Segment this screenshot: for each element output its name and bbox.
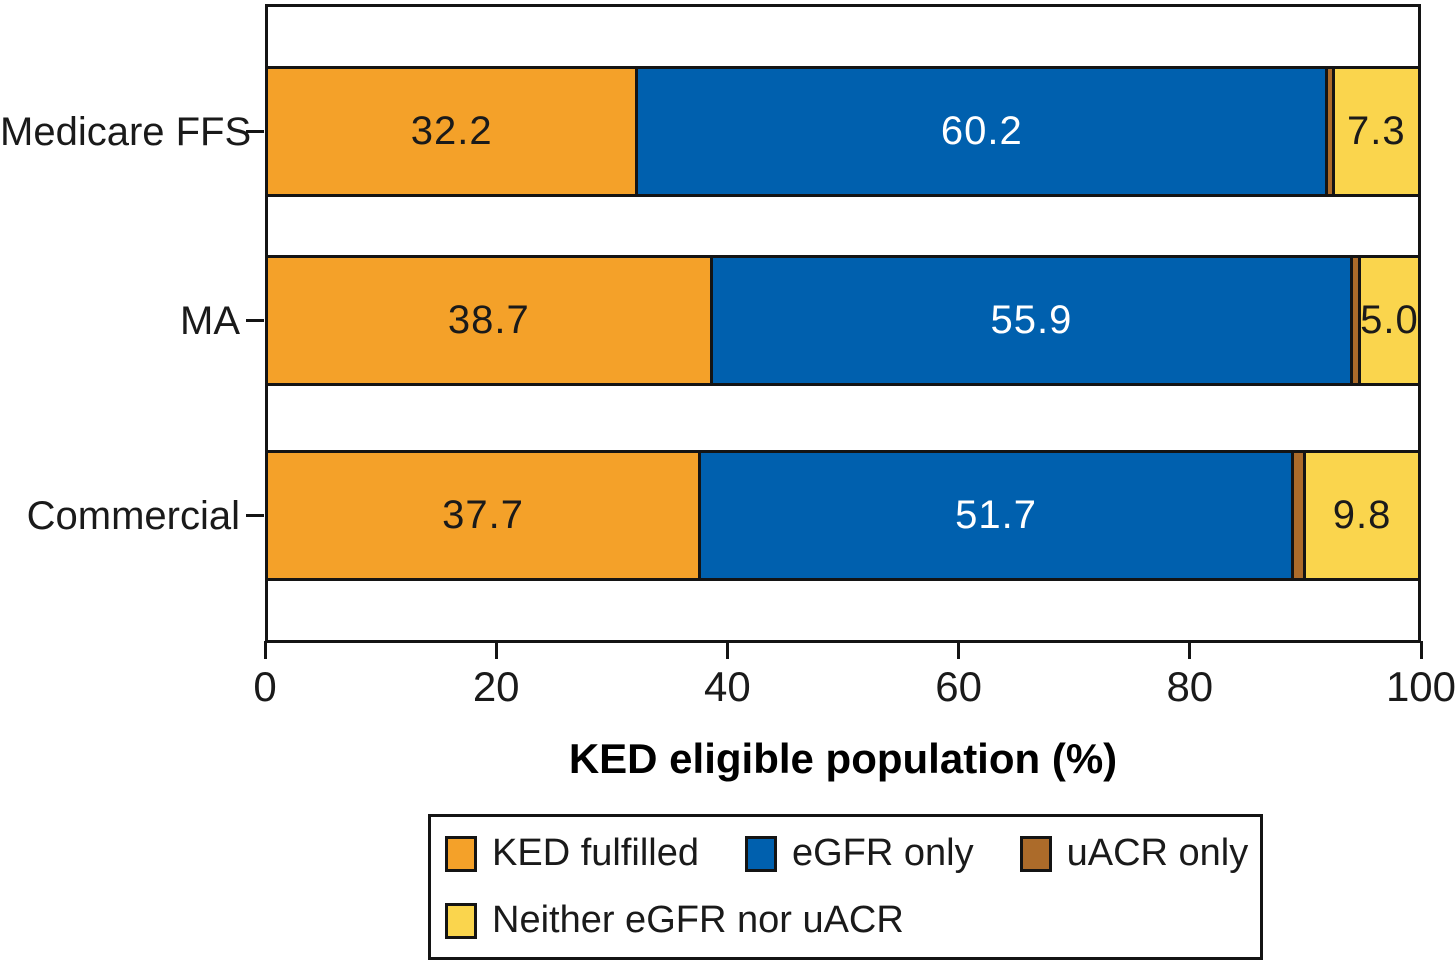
plot-area: 32.2 60.2 7.3 38.7 55.9 5.0 37.7 51.7 9.8 — [265, 4, 1421, 643]
bar-segment: 32.2 — [268, 69, 636, 194]
x-axis-tick — [1419, 641, 1423, 659]
x-axis-tick — [1188, 641, 1192, 659]
x-axis-tick-label: 60 — [935, 663, 982, 710]
legend-swatch-icon — [1019, 835, 1052, 872]
legend-label: uACR only — [1066, 832, 1249, 874]
x-axis-tick-label: 0 — [253, 663, 277, 710]
x-axis-tick — [263, 641, 267, 659]
y-axis-category-label: Commercial — [26, 493, 240, 538]
y-axis-category-label: Medicare FFS — [0, 109, 252, 154]
y-axis-category-label: MA — [180, 298, 240, 343]
legend-box: KED fulfilled eGFR only uACR only Neither e… — [428, 814, 1263, 960]
bar-segment: 60.2 — [635, 69, 1326, 194]
y-axis-tick — [246, 514, 264, 517]
bar-segment — [1325, 69, 1332, 194]
legend-row: KED fulfilled eGFR only uACR only — [445, 832, 1249, 875]
x-axis-tick — [725, 641, 729, 659]
legend-row: Neither eGFR nor uACR — [445, 899, 1246, 942]
legend-label: Neither eGFR nor uACR — [492, 899, 904, 941]
legend-label: KED fulfilled — [492, 832, 699, 874]
y-axis-tick — [246, 319, 264, 322]
legend-swatch-icon — [445, 835, 477, 872]
x-axis-tick — [957, 641, 961, 659]
legend-item: Neither eGFR nor uACR — [445, 899, 904, 942]
bar-row: 37.7 51.7 9.8 — [265, 450, 1421, 581]
bar-value-label: 7.3 — [1347, 109, 1406, 153]
bar-segment: 51.7 — [698, 453, 1292, 578]
bar-segment: 37.7 — [268, 453, 699, 578]
bar-value-label: 60.2 — [940, 109, 1023, 153]
bar-value-label: 51.7 — [955, 493, 1038, 537]
x-axis-tick-label: 20 — [472, 663, 520, 710]
x-axis-title: KED eligible population (%) — [568, 735, 1118, 782]
x-axis-tick-label: 80 — [1166, 663, 1214, 710]
bar-segment: 55.9 — [709, 258, 1351, 383]
bar-value-label: 55.9 — [990, 298, 1073, 342]
legend-label: eGFR only — [791, 832, 974, 874]
bar-segment — [1350, 258, 1358, 383]
bar-segment: 7.3 — [1331, 69, 1418, 194]
legend-item: KED fulfilled — [445, 832, 699, 875]
bar-segment: 38.7 — [268, 258, 710, 383]
bar-segment: 9.8 — [1303, 453, 1418, 578]
x-axis-tick — [494, 641, 498, 659]
bar-value-label: 37.7 — [442, 493, 524, 537]
bar-row: 38.7 55.9 5.0 — [265, 255, 1421, 386]
y-axis-tick — [246, 130, 264, 133]
bar-segment: 5.0 — [1357, 258, 1418, 383]
x-axis-tick-label: 100 — [1385, 663, 1456, 710]
bar-value-label: 38.7 — [447, 298, 530, 342]
bar-value-label: 9.8 — [1332, 493, 1392, 537]
legend-swatch-icon — [445, 902, 477, 939]
bar-row: 32.2 60.2 7.3 — [265, 66, 1421, 197]
legend-swatch-icon — [744, 835, 777, 872]
bar-value-label: 32.2 — [410, 109, 493, 153]
legend-item: uACR only — [1019, 832, 1249, 875]
legend-item: eGFR only — [744, 832, 974, 875]
bar-value-label: 5.0 — [1360, 298, 1418, 342]
x-axis-tick-label: 40 — [704, 663, 751, 710]
bar-segment — [1291, 453, 1304, 578]
